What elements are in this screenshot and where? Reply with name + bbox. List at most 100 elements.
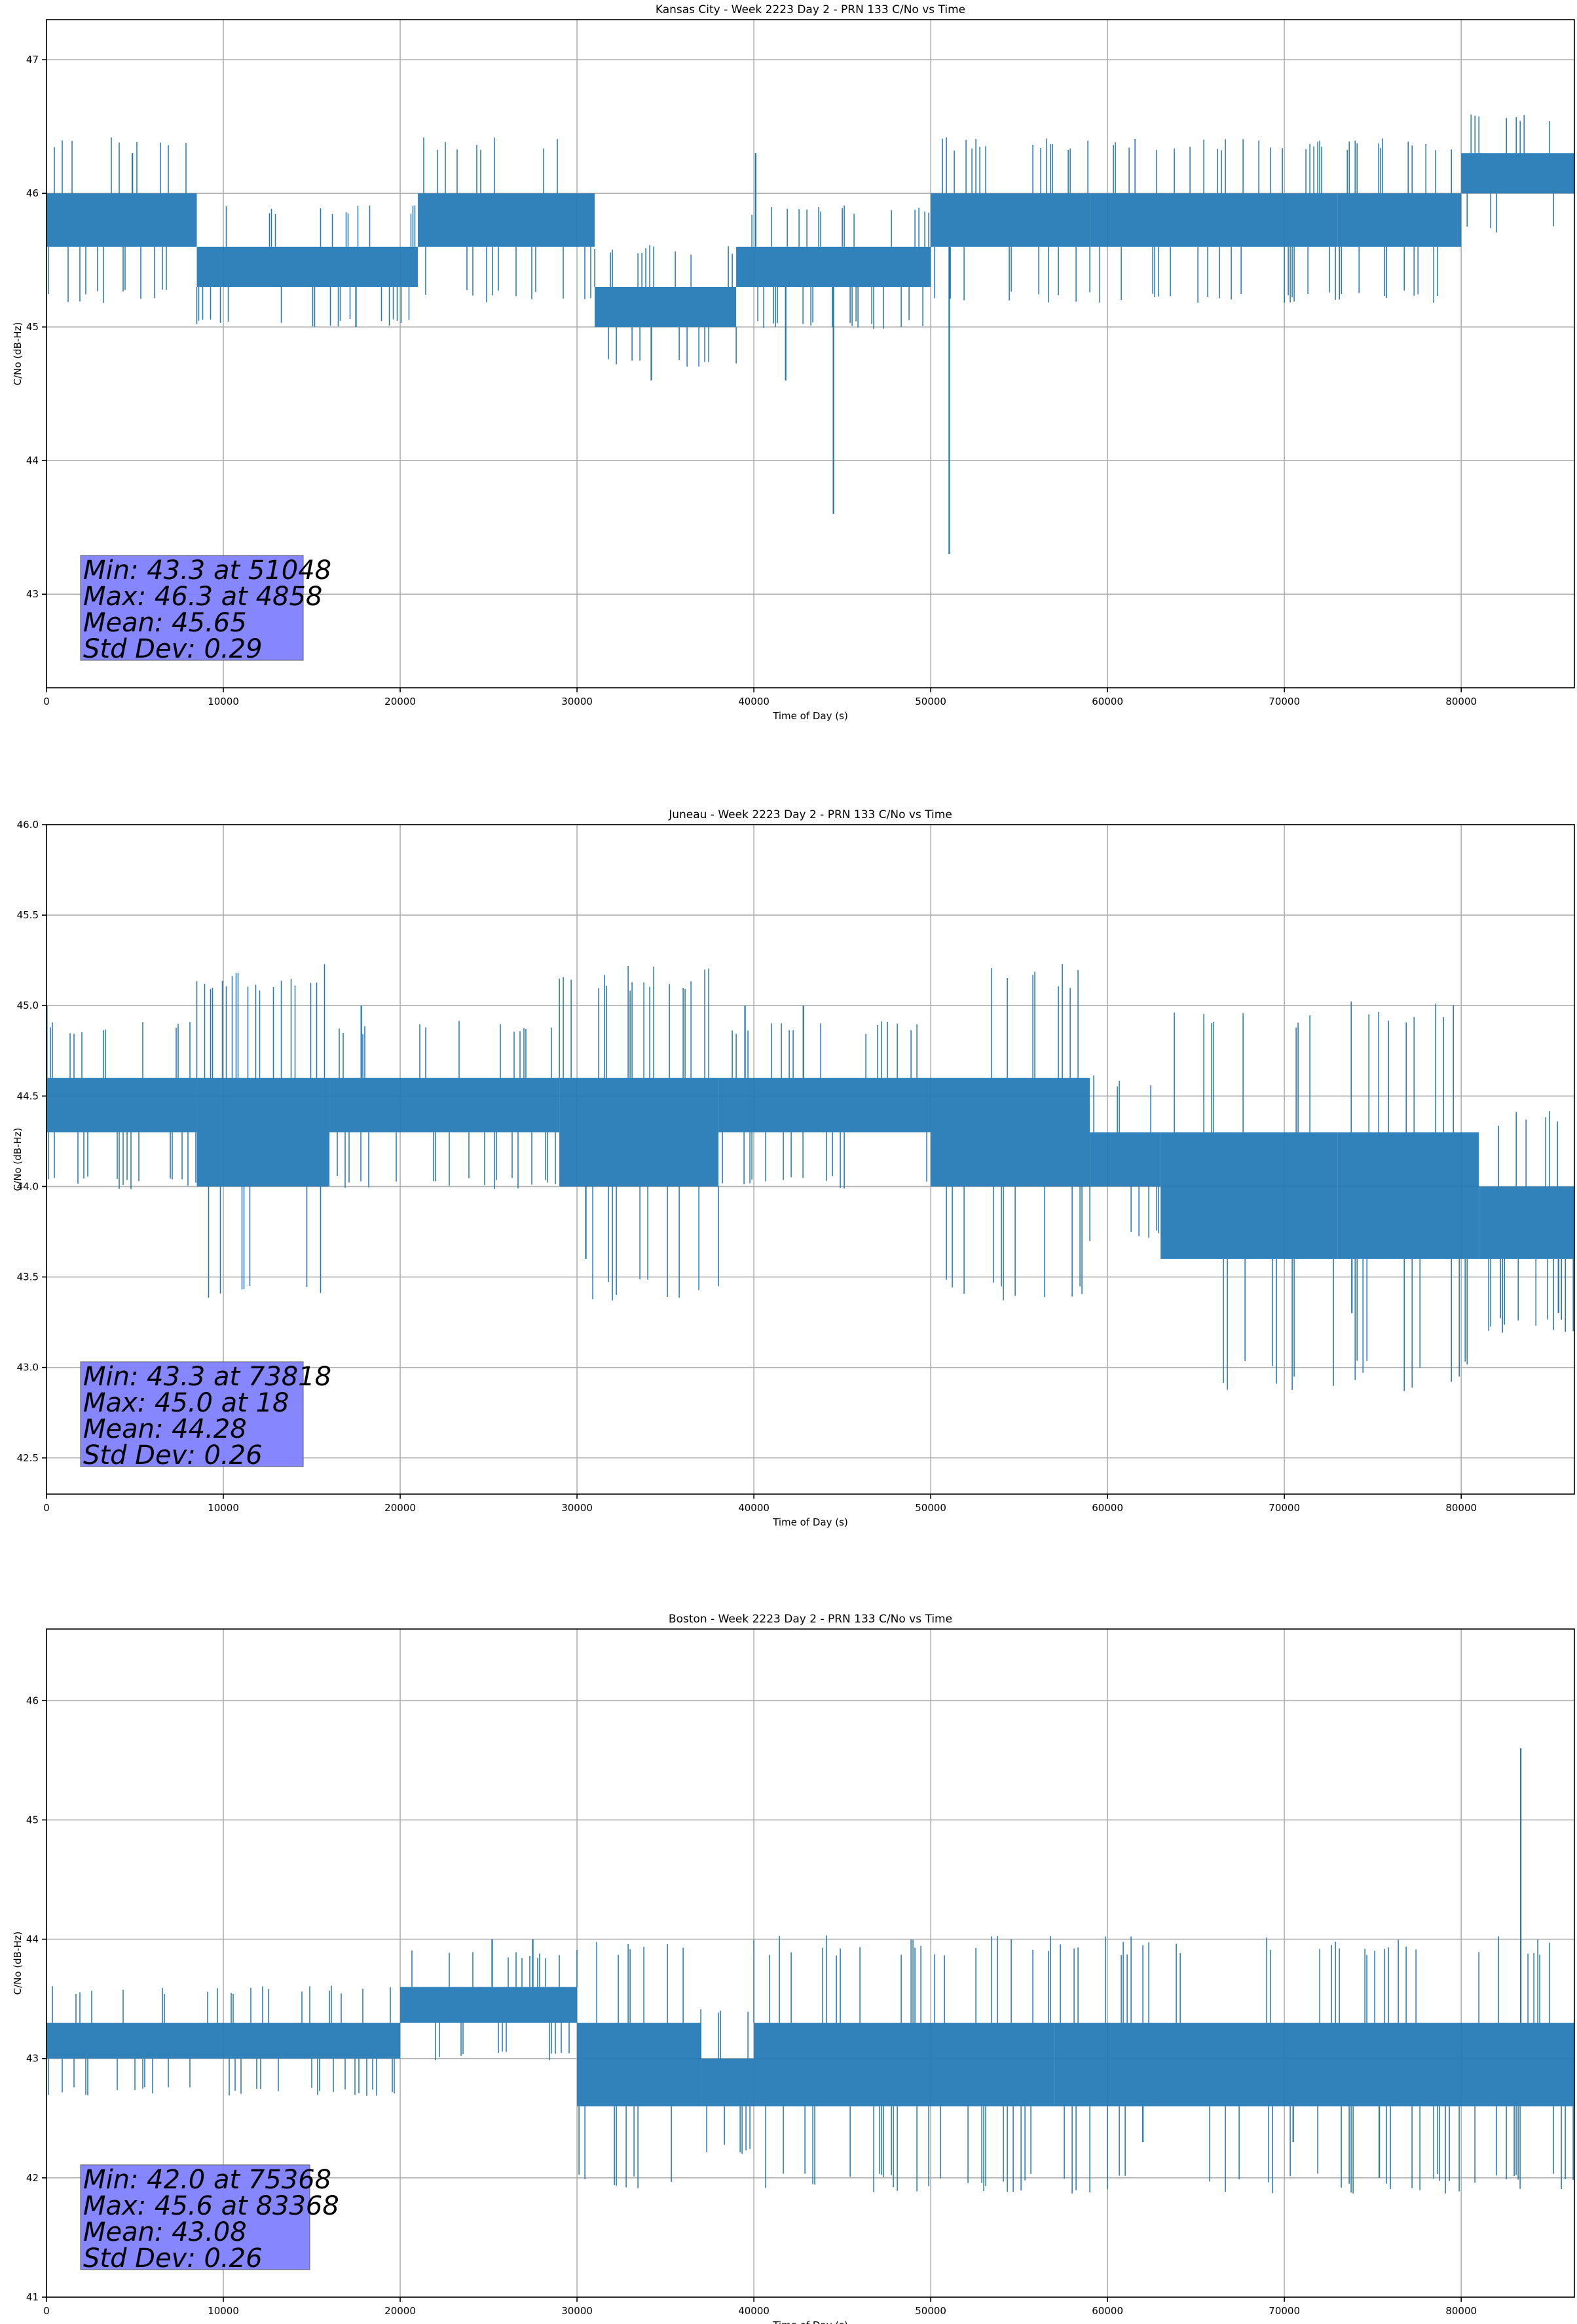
data-band [736, 246, 931, 287]
stats-box-bg [80, 555, 304, 661]
x-tick-label: 60000 [1092, 696, 1123, 707]
x-tick-label: 20000 [384, 2305, 416, 2317]
x-tick-label: 70000 [1269, 1502, 1300, 1514]
x-tick-label: 40000 [738, 696, 770, 707]
x-tick-label: 50000 [915, 2305, 946, 2317]
data-band [595, 287, 737, 328]
data-noise [1089, 1075, 1159, 1241]
chart-0: 0 10000 20000 30000 40000 50000 60000 70000 8000… [12, 3, 1575, 722]
chart-1: 0 10000 20000 30000 40000 50000 60000 70000 8000… [12, 808, 1575, 1528]
y-tick-label: 46.0 [17, 819, 39, 831]
data-noise [1174, 1012, 1334, 1390]
stats-min: Min: 43.3 at 51048 [83, 555, 331, 586]
data-band [718, 1078, 931, 1133]
y-tick-label: 43 [26, 2053, 39, 2065]
data-band [46, 1078, 197, 1133]
x-tick-label: 50000 [915, 696, 946, 707]
stats-std: Std Dev: 0.26 [83, 1440, 263, 1471]
stats-min: Min: 43.3 at 73818 [83, 1362, 331, 1392]
y-tick-label: 46 [26, 1695, 39, 1706]
x-tick-label: 30000 [561, 696, 593, 707]
y-tick-label: 46 [26, 187, 39, 199]
x-tick-label: 70000 [1269, 696, 1300, 707]
x-tick-label: 10000 [208, 2305, 239, 2317]
data-band [400, 1987, 578, 2023]
data-noise [196, 964, 325, 1298]
data-band [577, 2023, 701, 2107]
data-noise [700, 2009, 751, 2154]
x-tick-label: 80000 [1445, 696, 1477, 707]
data-noise [594, 245, 737, 367]
axes-frame [46, 19, 1575, 688]
data-noise [578, 1941, 684, 2188]
x-tick-label: 40000 [738, 2305, 770, 2317]
data-band [1090, 1132, 1161, 1187]
data-noise [559, 966, 719, 1301]
x-tick-label: 40000 [738, 1502, 770, 1514]
stats-max: Max: 46.3 at 4858 [83, 582, 322, 612]
y-tick-label: 45 [26, 321, 39, 333]
y-axis-label: C/No (dB-Hz) [12, 1932, 24, 1995]
data-band [46, 193, 197, 247]
stats-std: Std Dev: 0.29 [83, 634, 263, 664]
axes-frame [46, 824, 1575, 1495]
x-tick-label: 70000 [1269, 2305, 1300, 2317]
y-tick-label: 45.0 [17, 1000, 39, 1011]
y-tick-label: 44.0 [17, 1180, 39, 1192]
x-tick-label: 10000 [208, 696, 239, 707]
data-noise [722, 1021, 927, 1189]
y-tick-label: 42.5 [17, 1452, 39, 1464]
data-noise [337, 1021, 556, 1190]
data-band [1337, 193, 1462, 247]
data-band [931, 193, 1090, 247]
data-band [559, 1078, 719, 1187]
y-tick-label: 44 [26, 455, 39, 466]
y-tick-label: 44 [26, 1934, 39, 1945]
y-tick-label: 41 [26, 2291, 39, 2303]
x-axis-label: Time of Day (s) [772, 710, 848, 722]
data-band [46, 2023, 401, 2059]
data-noise [48, 1985, 395, 2096]
data-band [1337, 1132, 1479, 1259]
data-band [329, 1078, 560, 1133]
x-tick-label: 10000 [208, 1502, 239, 1514]
data-noise [934, 137, 1088, 303]
data-band [931, 1078, 1090, 1187]
y-tick-label: 45 [26, 1814, 39, 1826]
y-tick-label: 43 [26, 588, 39, 600]
data-noise [1488, 1111, 1574, 1333]
x-tick-label: 0 [43, 1502, 50, 1514]
data-band [1479, 1186, 1574, 1259]
chart-title: Juneau - Week 2223 Day 2 - PRN 133 C/No … [668, 808, 952, 821]
data-band [1054, 2023, 1574, 2107]
x-axis-label: Time of Day (s) [772, 1516, 848, 1528]
data-band [418, 193, 595, 247]
chart-title: Boston - Week 2223 Day 2 - PRN 133 C/No … [669, 1613, 952, 1626]
x-tick-label: 0 [43, 696, 50, 707]
stats-max: Max: 45.0 at 18 [83, 1388, 289, 1418]
data-noise [751, 205, 929, 329]
x-tick-label: 60000 [1092, 2305, 1123, 2317]
y-tick-label: 45.5 [17, 909, 39, 921]
y-tick-label: 44.5 [17, 1090, 39, 1102]
x-tick-label: 20000 [384, 696, 416, 707]
x-tick-label: 0 [43, 2305, 50, 2317]
x-tick-label: 60000 [1092, 1502, 1123, 1514]
y-axis-label: C/No (dB-Hz) [12, 322, 24, 386]
y-tick-label: 43.5 [17, 1271, 39, 1283]
data-band [1090, 193, 1338, 247]
y-tick-label: 47 [26, 54, 39, 66]
data-series [46, 114, 1574, 554]
stats-max: Max: 45.6 at 83368 [83, 2191, 339, 2221]
x-tick-label: 80000 [1445, 1502, 1477, 1514]
stats-box-bg [80, 2164, 310, 2270]
x-tick-label: 80000 [1445, 2305, 1477, 2317]
data-noise [48, 137, 187, 303]
stats-std: Std Dev: 0.26 [83, 2243, 263, 2274]
data-band [1160, 1132, 1338, 1259]
data-noise [1339, 138, 1452, 303]
y-tick-label: 43.0 [17, 1362, 39, 1374]
